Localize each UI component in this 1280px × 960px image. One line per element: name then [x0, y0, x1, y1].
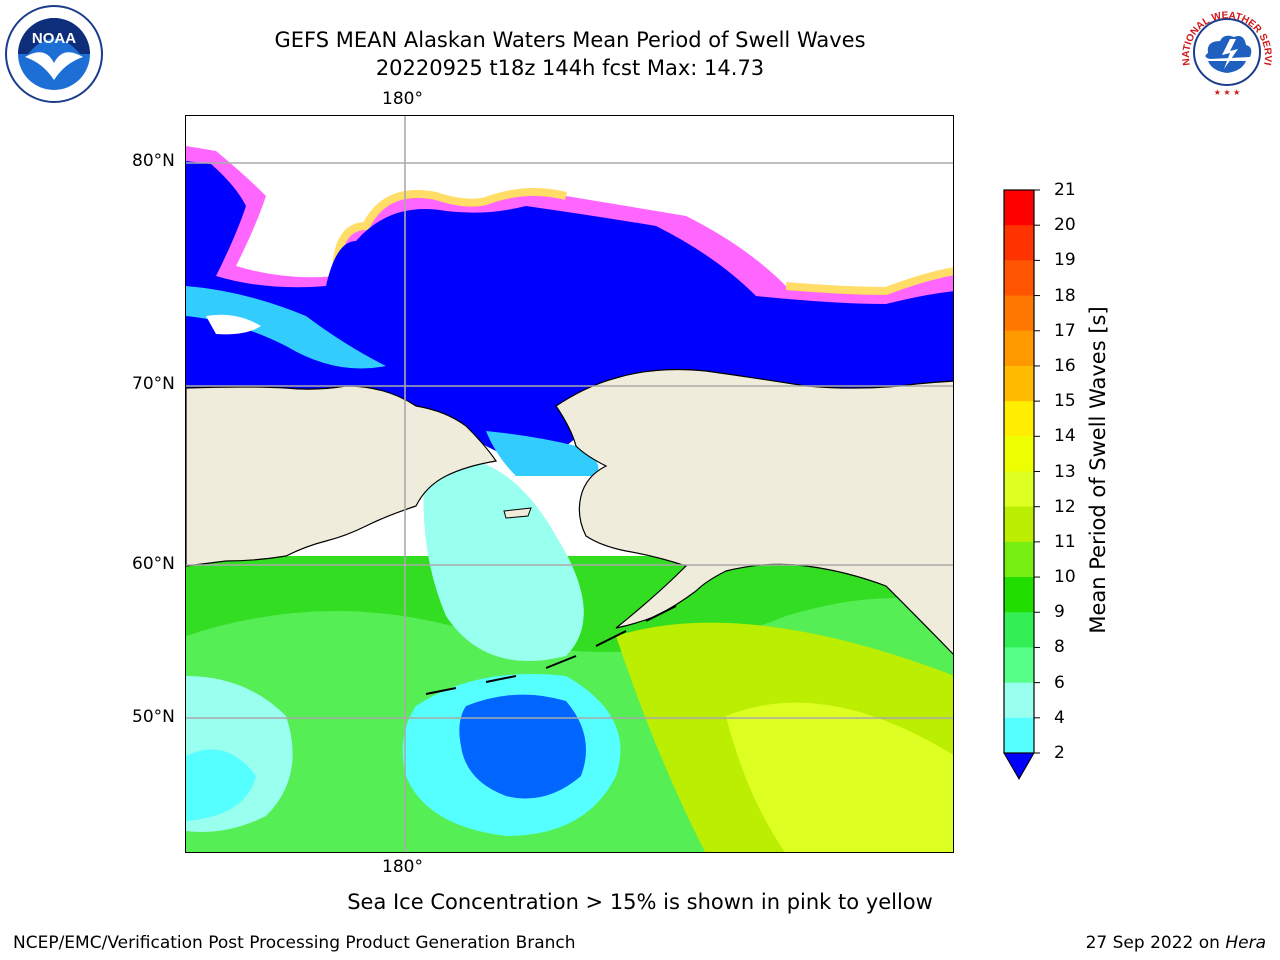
- colorbar-band: [1004, 541, 1034, 578]
- run-stamp: 27 Sep 2022 on Hera: [1086, 933, 1266, 953]
- noaa-logo-text: NOAA: [32, 30, 76, 47]
- colorbar-tick-label: 19: [1054, 250, 1076, 271]
- colorbar-tick-label: 9: [1054, 602, 1065, 623]
- svg-text:★ ★ ★: ★ ★ ★: [1214, 88, 1241, 97]
- colorbar-band: [1004, 612, 1034, 648]
- colorbar-band: [1004, 260, 1034, 297]
- colorbar-tick-label: 15: [1054, 391, 1076, 412]
- colorbar-band: [1004, 682, 1034, 719]
- lon-label-bottom: 180°: [382, 857, 423, 877]
- chart-title: GEFS MEAN Alaskan Waters Mean Period of …: [274, 28, 866, 52]
- colorbar-tick-label: 18: [1054, 285, 1076, 306]
- aleutian-chain: [425, 605, 677, 695]
- lat-label-70n: 70°N: [132, 374, 175, 394]
- colorbar-tick-label: 13: [1054, 461, 1076, 482]
- chart-subtitle: 20220925 t18z 144h fcst Max: 14.73: [375, 56, 765, 80]
- ocean-blue-pocket: [459, 694, 586, 799]
- colorbar-tick-label: 17: [1054, 320, 1076, 341]
- st-lawrence-island: [503, 507, 532, 519]
- arctic-ocean-blue: [186, 161, 953, 401]
- colorbar-tick-label: 10: [1054, 567, 1076, 588]
- ocean-yellow-swell-core: [726, 702, 953, 852]
- colorbar-band: [1004, 330, 1034, 367]
- colorbar-tick-label: 21: [1054, 180, 1076, 200]
- colorbar-tick-label: 16: [1054, 355, 1076, 376]
- ocean-cyan-bering: [423, 455, 584, 661]
- colorbar-band: [1004, 190, 1034, 226]
- producer-credit: NCEP/EMC/Verification Post Processing Pr…: [13, 933, 576, 953]
- colorbar: [1003, 189, 1040, 781]
- colorbar-tick-label: 12: [1054, 496, 1076, 517]
- colorbar-band: [1004, 577, 1034, 613]
- arctic-cyan-streak: [186, 286, 386, 369]
- run-date: 27 Sep 2022 on: [1085, 933, 1220, 953]
- lon-label-top: 180°: [382, 89, 423, 109]
- alaska-land: [555, 368, 953, 655]
- lat-label-80n: 80°N: [132, 151, 175, 171]
- ocean-cyan-gulf: [186, 749, 256, 821]
- lat-label-50n: 50°N: [132, 707, 175, 727]
- colorbar-band: [1004, 717, 1034, 754]
- graticule: [186, 116, 953, 852]
- bering-strait-cyan: [486, 431, 599, 476]
- colorbar-extend-arrow: [1003, 752, 1035, 781]
- colorbar-band: [1004, 506, 1034, 543]
- colorbar-tick-label: 20: [1054, 215, 1076, 236]
- arctic-ice-pocket: [206, 314, 261, 335]
- ice-edge-yellow: [332, 188, 567, 277]
- run-host: Hera: [1225, 933, 1266, 953]
- colorbar-band: [1004, 436, 1034, 472]
- colorbar-tick-label: 4: [1054, 707, 1065, 728]
- colorbar-tick-label: 8: [1054, 637, 1065, 658]
- colorbar-band: [1004, 471, 1034, 508]
- sea-ice-note: Sea Ice Concentration > 15% is shown in …: [347, 890, 933, 914]
- colorbar-band: [1004, 401, 1034, 437]
- colorbar-band: [1004, 647, 1034, 684]
- colorbar-title: Mean Period of Swell Waves [s]: [1086, 306, 1110, 634]
- nws-logo: NATIONAL WEATHER SERVICE ★ ★ ★: [1174, 0, 1276, 105]
- siberia-land: [186, 385, 498, 567]
- lat-label-60n: 60°N: [132, 554, 175, 574]
- ice-edge-yellow-east: [785, 267, 953, 296]
- colorbar-band: [1004, 365, 1034, 402]
- swell-period-map: [185, 115, 954, 853]
- colorbar-tick-label: 2: [1054, 743, 1065, 763]
- colorbar-band: [1004, 295, 1034, 332]
- noaa-logo: NOAA: [5, 5, 103, 107]
- colorbar-tick-label: 14: [1054, 426, 1076, 447]
- colorbar-band: [1004, 225, 1034, 261]
- colorbar-tick-label: 6: [1054, 672, 1065, 693]
- colorbar-tick-label: 11: [1054, 531, 1076, 552]
